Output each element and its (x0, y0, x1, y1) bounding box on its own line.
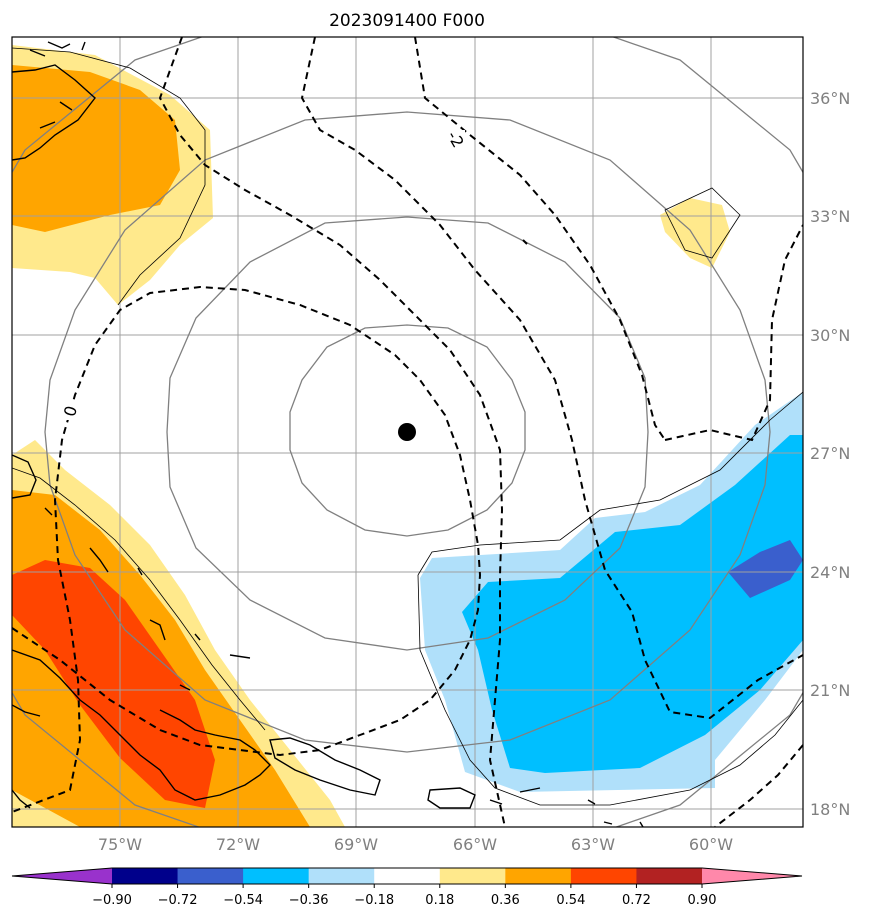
lon-tick-label: 72°W (216, 835, 260, 854)
lon-tick-labels: 75°W 72°W 69°W 66°W 63°W 60°W (98, 835, 733, 854)
colorbar: −0.90 −0.72 −0.54 −0.36 −0.18 0.18 0.36 0.54 0.7… (11, 867, 803, 908)
lon-tick-label: 69°W (334, 835, 378, 854)
gridlines (12, 37, 803, 827)
lat-tick-label: 33°N (810, 207, 850, 226)
colorbar-extend-max (702, 868, 802, 884)
colorbar-tick-label: 0.72 (622, 893, 651, 908)
colorbar-segment (636, 868, 703, 884)
storm-center-marker (398, 423, 416, 441)
map-frame (11, 36, 804, 828)
lat-tick-label: 24°N (810, 563, 850, 582)
colorbar-tick-label: −0.18 (354, 893, 394, 908)
contour-label-zero: 0 (60, 404, 81, 419)
lat-tick-label: 27°N (810, 444, 850, 463)
colorbar-extend-min (12, 868, 112, 884)
lat-tick-label: 36°N (810, 89, 850, 108)
coastlines (12, 41, 644, 827)
colorbar-segment (374, 868, 441, 884)
positive-shading-north (12, 45, 730, 305)
colorbar-tick-label: 0.54 (556, 893, 585, 908)
colorbar-tick-label: 0.18 (425, 893, 454, 908)
colorbar-segment (308, 868, 375, 884)
lon-tick-label: 60°W (689, 835, 733, 854)
lon-tick-label: 63°W (571, 835, 615, 854)
lat-tick-label: 30°N (810, 326, 850, 345)
positive-shading-south (12, 440, 345, 827)
colorbar-tick-label: −0.72 (158, 893, 198, 908)
colorbar-segment (243, 868, 310, 884)
colorbar-segment (439, 868, 506, 884)
dashed-contours (12, 37, 803, 827)
map-title: 2023091400 F000 (329, 11, 485, 31)
negative-shading (420, 392, 803, 792)
colorbar-tick-label: −0.54 (223, 893, 263, 908)
lat-tick-label: 21°N (810, 681, 850, 700)
colorbar-tick-label: 0.36 (491, 893, 520, 908)
colorbar-segment (112, 868, 179, 884)
colorbar-tick-label: 0.90 (688, 893, 717, 908)
lon-tick-label: 66°W (453, 835, 497, 854)
lon-tick-label: 75°W (98, 835, 142, 854)
thin-contours (12, 47, 803, 806)
lat-tick-labels: 36°N 33°N 30°N 27°N 24°N 21°N 18°N (810, 89, 850, 819)
colorbar-segment (505, 868, 572, 884)
colorbar-segment (177, 868, 244, 884)
colorbar-tick-label: −0.36 (289, 893, 329, 908)
lat-tick-label: 18°N (810, 800, 850, 819)
colorbar-tick-label: −0.90 (92, 893, 132, 908)
colorbar-segment (570, 868, 637, 884)
